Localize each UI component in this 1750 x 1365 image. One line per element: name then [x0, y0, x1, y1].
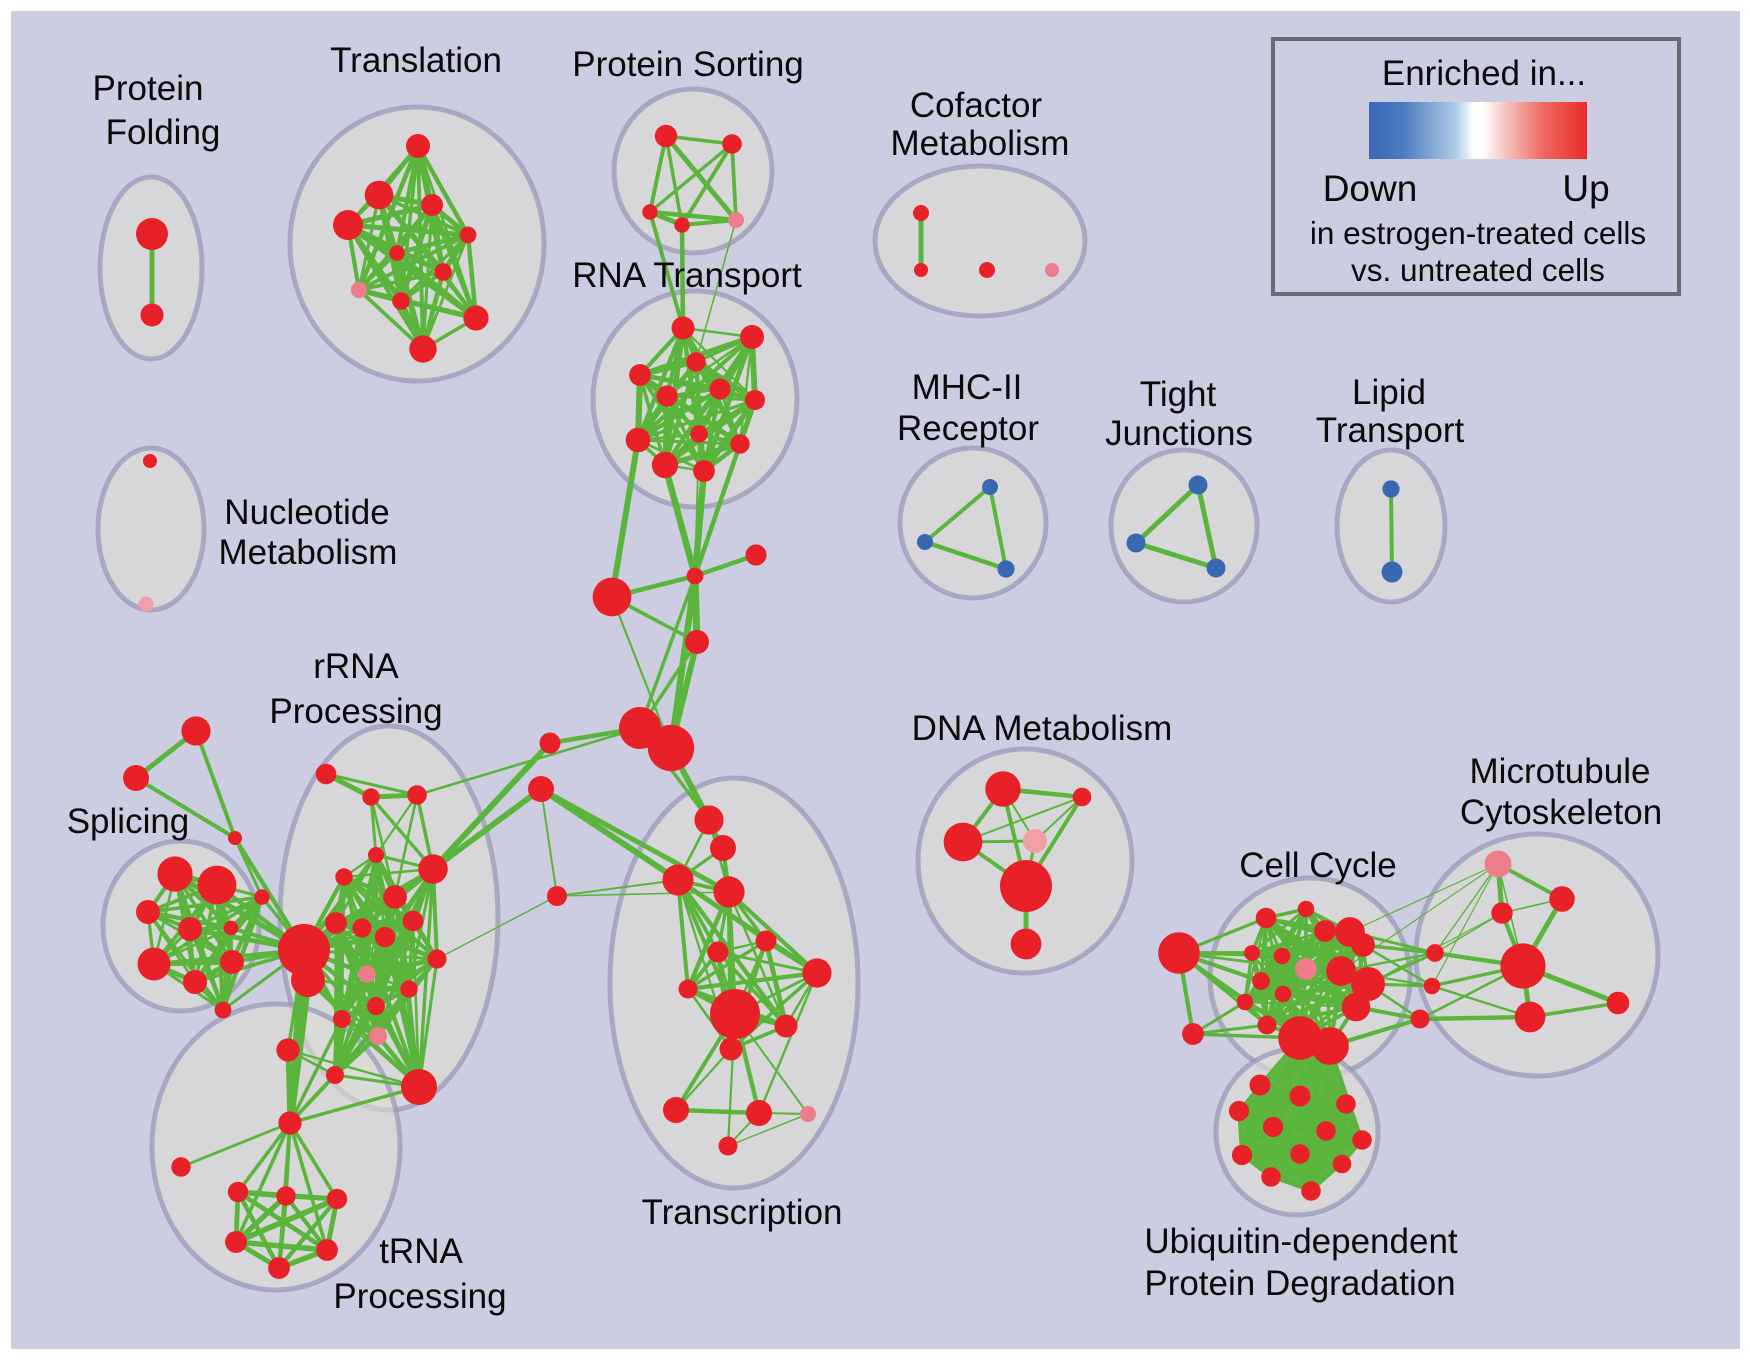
svg-text:Cofactor: Cofactor — [910, 86, 1043, 125]
svg-text:Processing: Processing — [333, 1277, 506, 1316]
svg-text:Protein Sorting: Protein Sorting — [572, 45, 804, 84]
svg-text:Processing: Processing — [269, 692, 442, 731]
svg-text:Cell Cycle: Cell Cycle — [1239, 846, 1397, 885]
svg-text:Metabolism: Metabolism — [891, 124, 1070, 163]
svg-text:Transcription: Transcription — [642, 1193, 843, 1232]
svg-text:Down: Down — [1323, 168, 1418, 209]
svg-text:Junctions: Junctions — [1105, 414, 1253, 453]
svg-text:Lipid: Lipid — [1352, 373, 1426, 412]
svg-text:vs. untreated cells: vs. untreated cells — [1351, 252, 1605, 288]
svg-text:DNA Metabolism: DNA Metabolism — [912, 709, 1173, 748]
svg-text:Transport: Transport — [1316, 411, 1465, 450]
svg-text:Cytoskeleton: Cytoskeleton — [1460, 793, 1662, 832]
svg-text:Protein: Protein — [93, 69, 204, 108]
svg-text:rRNA: rRNA — [313, 647, 399, 686]
svg-text:Nucleotide: Nucleotide — [224, 493, 389, 532]
svg-text:Metabolism: Metabolism — [219, 533, 398, 572]
svg-text:Folding: Folding — [106, 113, 221, 152]
svg-text:Protein Degradation: Protein Degradation — [1144, 1264, 1455, 1303]
svg-text:Translation: Translation — [330, 41, 502, 80]
svg-text:Microtubule: Microtubule — [1470, 752, 1651, 791]
svg-text:MHC-II: MHC-II — [912, 368, 1023, 407]
svg-text:Tight: Tight — [1140, 375, 1217, 414]
svg-text:Enriched in...: Enriched in... — [1382, 54, 1586, 93]
svg-text:RNA Transport: RNA Transport — [572, 256, 802, 295]
svg-text:Up: Up — [1562, 168, 1609, 209]
svg-text:tRNA: tRNA — [379, 1232, 463, 1271]
svg-text:Receptor: Receptor — [897, 409, 1039, 448]
svg-text:in estrogen-treated cells: in estrogen-treated cells — [1310, 215, 1646, 251]
svg-text:Splicing: Splicing — [67, 802, 190, 841]
svg-text:Ubiquitin-dependent: Ubiquitin-dependent — [1144, 1222, 1458, 1261]
